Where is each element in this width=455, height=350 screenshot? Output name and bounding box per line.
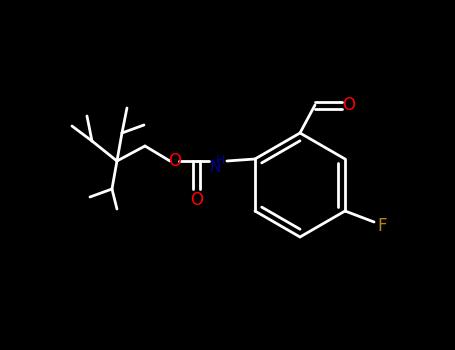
Text: O: O [343, 96, 355, 114]
Text: H: H [215, 154, 225, 167]
Text: N: N [209, 160, 221, 175]
Text: O: O [168, 152, 182, 170]
Text: F: F [377, 217, 387, 235]
Text: O: O [191, 191, 203, 209]
